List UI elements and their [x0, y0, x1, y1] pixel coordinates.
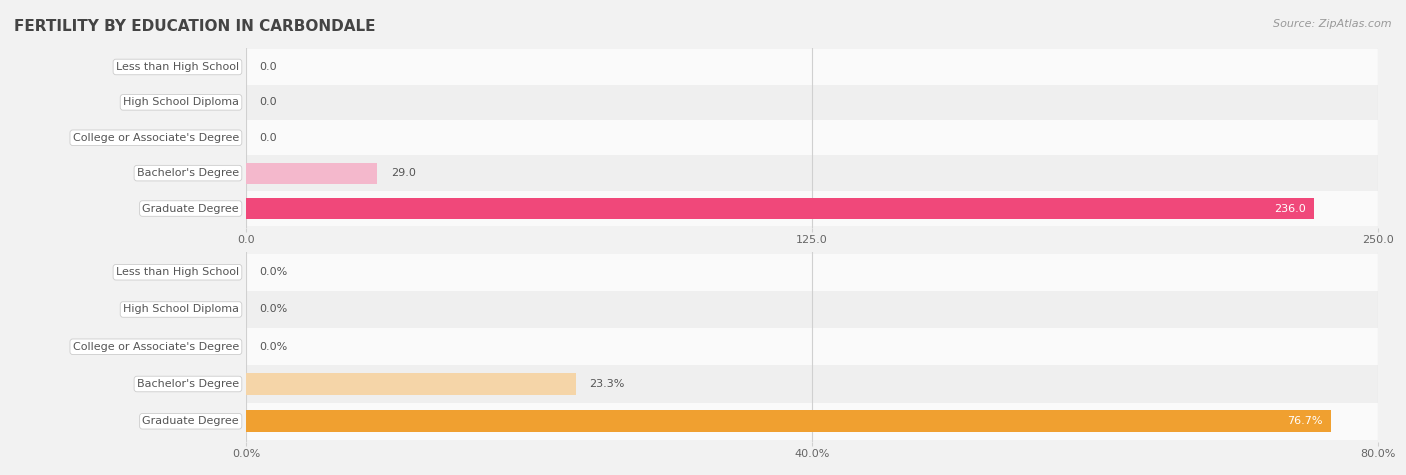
Bar	[246, 191, 1378, 226]
Text: 236.0: 236.0	[1274, 203, 1305, 214]
Text: Source: ZipAtlas.com: Source: ZipAtlas.com	[1274, 19, 1392, 29]
Text: 0.0: 0.0	[260, 133, 277, 143]
Text: 0.0%: 0.0%	[260, 342, 288, 352]
Text: Bachelor's Degree: Bachelor's Degree	[136, 379, 239, 389]
Text: 0.0: 0.0	[260, 62, 277, 72]
Bar	[246, 155, 1378, 191]
Text: 76.7%: 76.7%	[1286, 416, 1322, 426]
Bar	[246, 373, 575, 395]
Bar	[246, 403, 1378, 440]
Text: 0.0%: 0.0%	[260, 304, 288, 314]
Text: Graduate Degree: Graduate Degree	[142, 416, 239, 426]
Text: FERTILITY BY EDUCATION IN CARBONDALE: FERTILITY BY EDUCATION IN CARBONDALE	[14, 19, 375, 34]
Bar	[246, 410, 1331, 432]
Bar	[246, 198, 1315, 219]
Text: Bachelor's Degree: Bachelor's Degree	[136, 168, 239, 178]
Text: High School Diploma: High School Diploma	[122, 97, 239, 107]
Text: Graduate Degree: Graduate Degree	[142, 203, 239, 214]
Text: College or Associate's Degree: College or Associate's Degree	[73, 133, 239, 143]
Text: Less than High School: Less than High School	[115, 267, 239, 277]
Bar	[246, 120, 1378, 155]
Bar	[246, 85, 1378, 120]
Bar	[246, 162, 377, 184]
Bar	[246, 49, 1378, 85]
Text: 29.0: 29.0	[391, 168, 416, 178]
Bar	[246, 328, 1378, 365]
Bar	[246, 365, 1378, 403]
Bar	[246, 291, 1378, 328]
Text: 0.0%: 0.0%	[260, 267, 288, 277]
Text: 0.0: 0.0	[260, 97, 277, 107]
Text: 23.3%: 23.3%	[589, 379, 624, 389]
Text: Less than High School: Less than High School	[115, 62, 239, 72]
Text: High School Diploma: High School Diploma	[122, 304, 239, 314]
Text: College or Associate's Degree: College or Associate's Degree	[73, 342, 239, 352]
Bar	[246, 254, 1378, 291]
